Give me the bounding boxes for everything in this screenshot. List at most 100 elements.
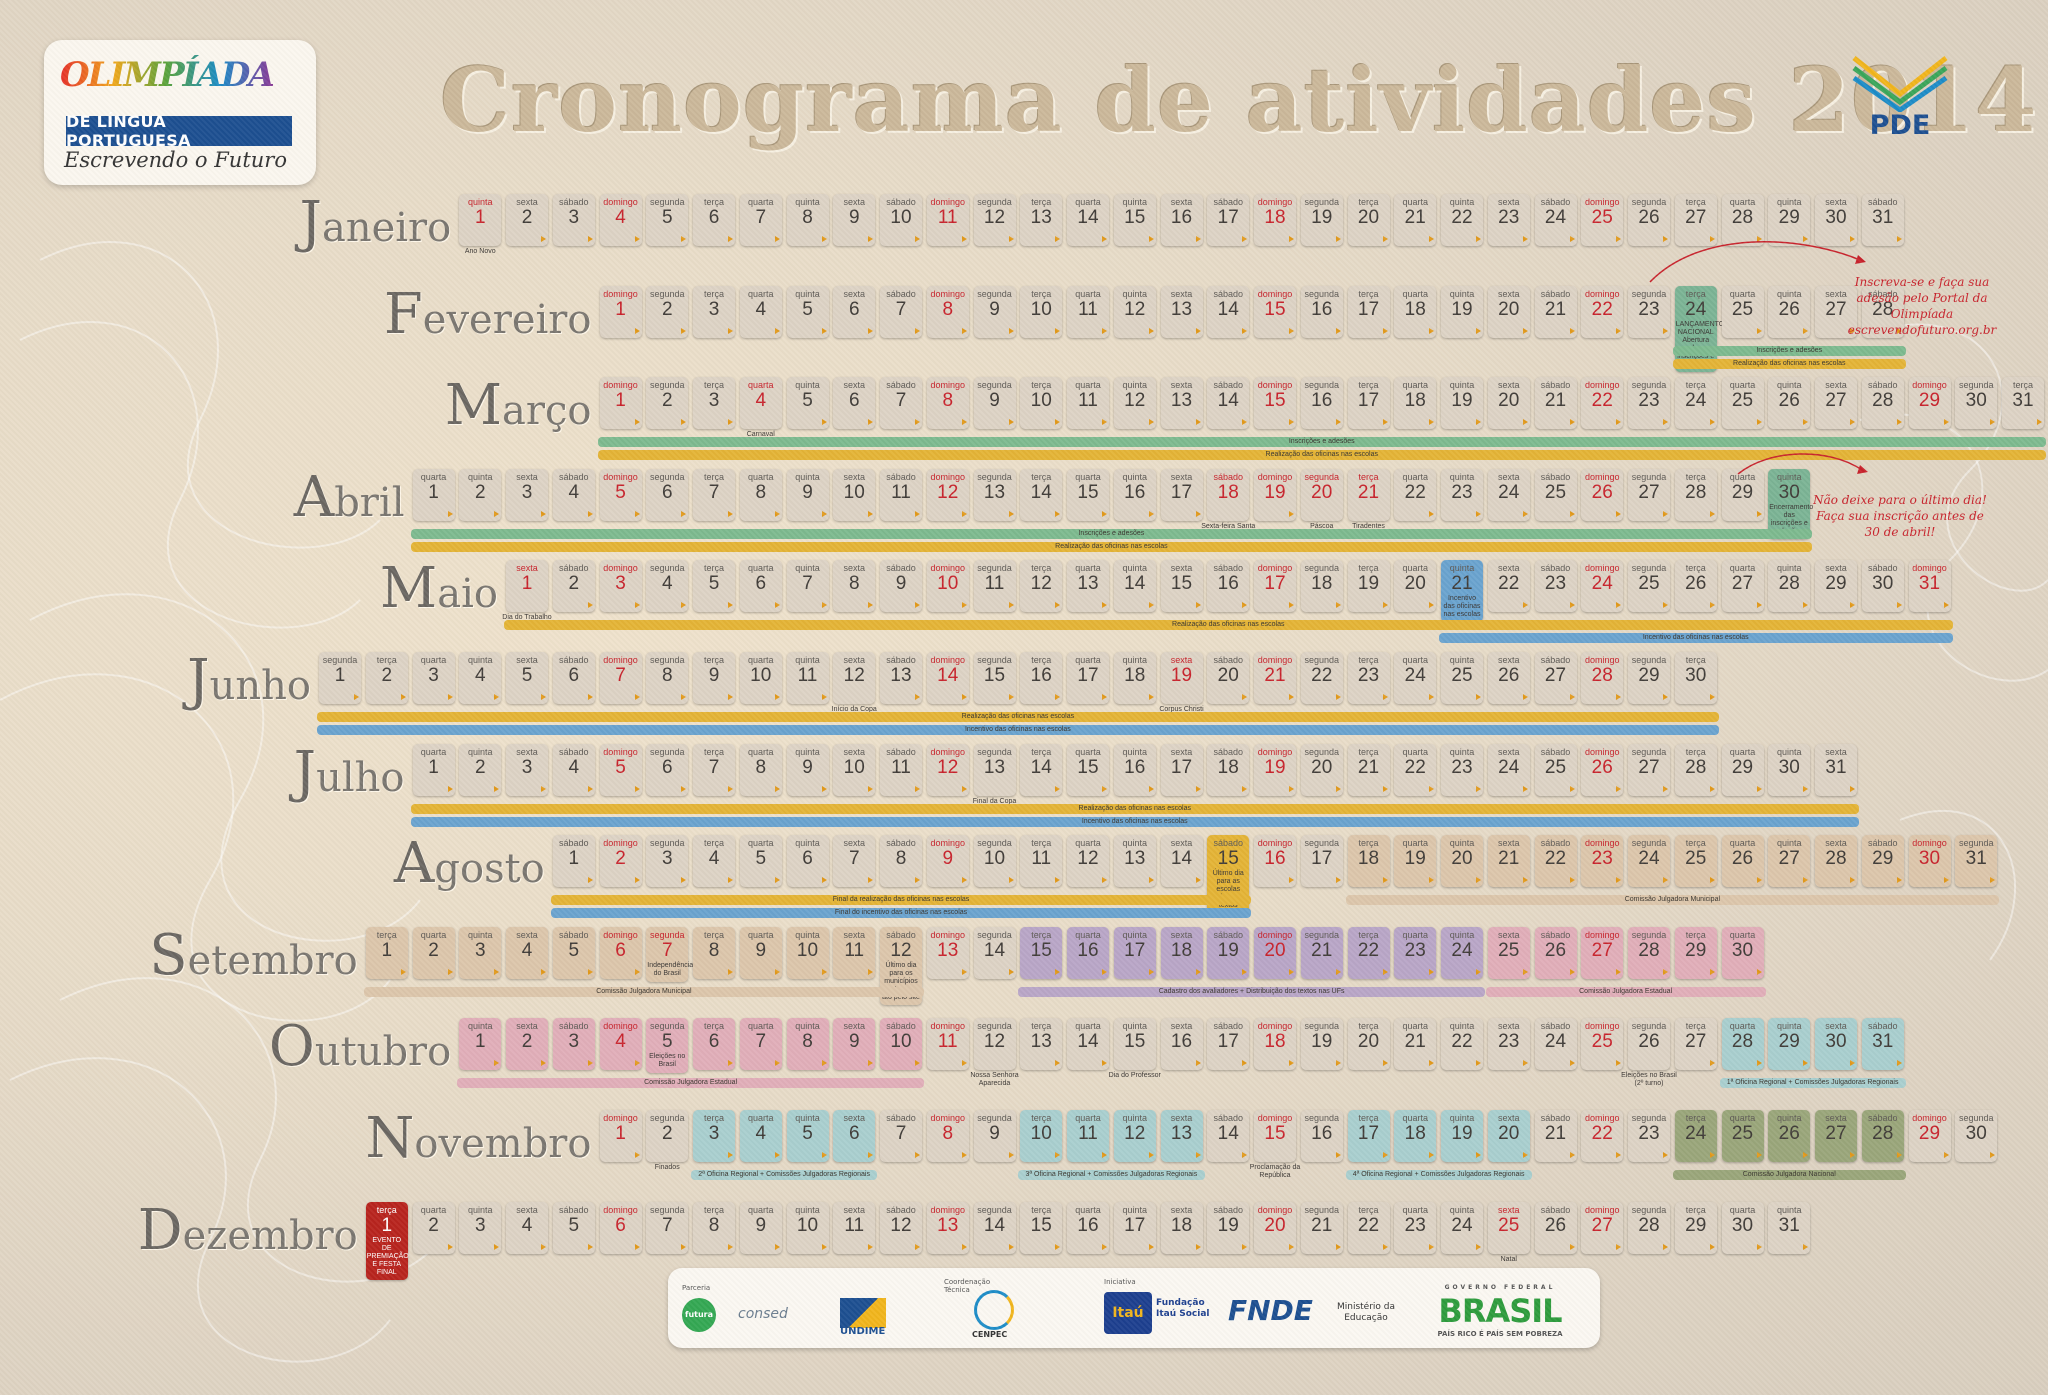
day-cell: domingo 16 xyxy=(1254,835,1296,888)
weekday-label: sábado xyxy=(886,1113,916,1123)
cell-arrow-icon xyxy=(634,694,640,700)
cell-arrow-icon xyxy=(1055,694,1061,700)
weekday-label: sábado xyxy=(886,288,916,299)
cell-arrow-icon xyxy=(1102,785,1107,792)
weekday-label: quinta xyxy=(467,929,493,940)
weekday-label: domingo xyxy=(1584,471,1620,482)
day-number: 15 xyxy=(1217,848,1239,870)
activity-bar: Inscrições e adesões xyxy=(410,528,1813,539)
weekday-label: domingo xyxy=(603,380,638,391)
day-number: 18 xyxy=(1217,481,1239,503)
weekday-label: sábado xyxy=(558,1021,589,1032)
weekday-label: sábado xyxy=(886,1204,916,1215)
cell-arrow-icon xyxy=(821,236,827,242)
activity-bar: 4ª Oficina Regional + Comissões Julgador… xyxy=(1345,1170,1532,1180)
day-number: 3 xyxy=(521,756,533,778)
day-number: 13 xyxy=(937,939,959,961)
cell-arrow-icon xyxy=(1616,510,1622,517)
weekday-label: terça xyxy=(1685,563,1706,574)
cell-arrow-icon xyxy=(1008,1243,1014,1250)
day-number: 30 xyxy=(1685,665,1707,686)
day-cell: sexta 23 xyxy=(1487,1018,1530,1071)
day-number: 12 xyxy=(983,207,1006,228)
fnde-logo: FNDE xyxy=(1228,1294,1313,1327)
cell-arrow-icon xyxy=(1803,785,1809,792)
day-cell: quinta 26 xyxy=(1768,377,1811,430)
cell-arrow-icon xyxy=(1709,785,1715,792)
day-number: 20 xyxy=(1404,573,1426,595)
day-number: 9 xyxy=(802,756,813,778)
cell-arrow-icon xyxy=(1148,602,1154,609)
day-cell: sexta 18 xyxy=(1160,1201,1203,1254)
day-number: 7 xyxy=(895,1123,907,1144)
day-number: 1 xyxy=(568,848,580,870)
day-cell: domingo 1 xyxy=(599,285,642,338)
day-number: 24 xyxy=(1544,207,1567,228)
weekday-label: terça xyxy=(376,1204,397,1215)
day-number: 7 xyxy=(661,1214,673,1236)
cell-arrow-icon xyxy=(1382,968,1388,975)
cell-arrow-icon xyxy=(868,1152,874,1158)
cell-arrow-icon xyxy=(1663,419,1668,426)
day-cell: sábado 18 xyxy=(1207,743,1250,796)
cell-arrow-icon xyxy=(868,1060,874,1067)
day-number: 21 xyxy=(1357,481,1380,503)
weekday-label: quarta xyxy=(747,1204,774,1215)
day-number: 15 xyxy=(1124,1031,1146,1053)
day-number: 23 xyxy=(1544,573,1567,595)
day-cell: quinta 7 xyxy=(786,560,829,613)
day-cell: domingo 15 xyxy=(1254,285,1296,338)
cell-arrow-icon xyxy=(587,1060,593,1067)
weekday-label: sexta xyxy=(516,929,538,940)
weekday-label: domingo xyxy=(930,197,966,207)
day-cell: quinta 10 xyxy=(786,1201,829,1254)
cell-arrow-icon xyxy=(1476,694,1481,700)
day-cell: quinta 22 xyxy=(1441,1018,1483,1071)
olimpiada-logo: OLIMPÍADA DE LÍNGUA PORTUGUESA Escrevend… xyxy=(44,40,316,185)
day-number: 21 xyxy=(1544,390,1567,412)
day-number: 21 xyxy=(1311,1214,1333,1236)
weekday-label: segunda xyxy=(1631,471,1667,482)
weekday-label: sábado xyxy=(1213,746,1244,757)
weekday-label: quinta xyxy=(1449,563,1475,574)
day-cell: quarta 12 xyxy=(1067,835,1109,888)
day-cell: segunda 16 xyxy=(1300,1110,1343,1162)
day-cell: domingo 5 xyxy=(599,468,642,521)
day-number: 1 xyxy=(428,481,439,503)
weekday-label: sábado xyxy=(886,1021,916,1032)
day-number: 12 xyxy=(1124,1123,1146,1144)
day-cell: domingo 25 xyxy=(1581,194,1624,246)
weekday-label: quinta xyxy=(1122,197,1148,207)
day-number: 23 xyxy=(1404,1214,1426,1236)
weekday-label: quinta xyxy=(1122,380,1148,391)
weekday-label: domingo xyxy=(930,1113,966,1123)
day-cell: terça 24 xyxy=(1674,1110,1717,1162)
day-cell: domingo 8 xyxy=(926,377,969,430)
cell-arrow-icon xyxy=(1896,1152,1902,1158)
day-cell: terça 18 xyxy=(1347,835,1390,888)
activity-bar: 1ª Oficina Regional + Comissões Julgador… xyxy=(1719,1078,1906,1089)
cell-arrow-icon xyxy=(728,785,733,792)
cell-arrow-icon xyxy=(587,968,593,975)
day-cell: quinta 9 xyxy=(786,743,829,796)
weekday-label: domingo xyxy=(1584,746,1620,757)
cell-arrow-icon xyxy=(400,694,406,700)
cell-arrow-icon xyxy=(541,1060,546,1067)
month-name-1: Fevereiro xyxy=(383,281,592,347)
weekday-label: terça xyxy=(1031,1113,1052,1123)
cell-arrow-icon xyxy=(541,785,546,792)
day-number: 1 xyxy=(474,1031,486,1053)
day-cell: sexta 15 xyxy=(1160,560,1203,613)
day-cell: quinta 1 xyxy=(459,194,502,246)
cell-arrow-icon xyxy=(774,694,780,700)
cell-arrow-icon xyxy=(821,694,827,700)
cell-arrow-icon xyxy=(1803,1152,1809,1158)
day-number: 18 xyxy=(1217,756,1239,778)
day-cell: terça 28 xyxy=(1674,743,1717,796)
day-number: 14 xyxy=(1030,481,1052,503)
weekday-label: sábado xyxy=(558,929,589,940)
weekday-label: terça xyxy=(703,1021,724,1032)
pde-label: PDE xyxy=(1869,110,1931,141)
weekday-label: sexta xyxy=(1497,746,1520,757)
weekday-label: sexta xyxy=(516,1204,538,1215)
